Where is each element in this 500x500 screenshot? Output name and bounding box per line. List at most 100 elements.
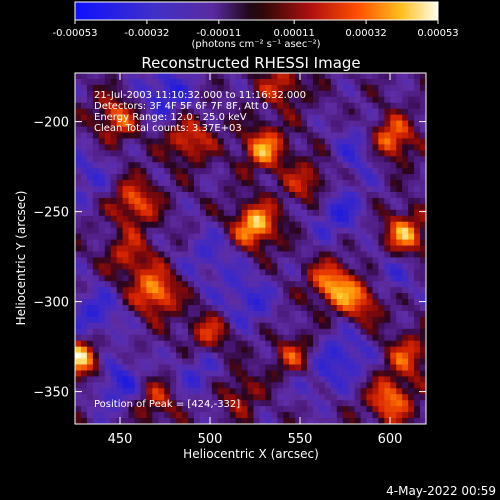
heatmap-cell [336,340,344,348]
heatmap-cell [188,144,195,151]
heatmap-cell [205,102,213,110]
heatmap-cell [283,150,290,157]
heatmap-cell [211,73,219,80]
heatmap-cell [271,239,278,246]
heatmap-cell [301,334,308,342]
heatmap-cell [176,186,183,193]
heatmap-cell [75,334,82,342]
heatmap-cell [86,394,94,401]
heatmap-cell [372,370,379,377]
heatmap-cell [104,334,112,342]
heatmap-cell [241,340,248,348]
heatmap-cell [330,299,338,306]
heatmap-cell [277,132,284,139]
heatmap-cell [390,334,397,342]
heatmap-cell [396,114,403,121]
heatmap-cell [402,239,409,246]
heatmap-cell [259,412,266,419]
heatmap-cell [98,281,106,288]
heatmap-cell [170,251,177,258]
heatmap-cell [146,310,153,318]
heatmap-cell [229,138,237,145]
heatmap-cell [301,132,308,139]
heatmap-cell [408,90,415,98]
heatmap-cell [110,90,118,98]
heatmap-cell [390,203,397,211]
heatmap-cell [247,108,254,116]
heatmap-cell [205,114,213,121]
heatmap-cell [360,180,367,187]
heatmap-cell [342,394,350,401]
heatmap-cell [134,388,141,395]
heatmap-cell [199,239,207,246]
heatmap-cell [176,305,183,312]
heatmap-cell [283,138,290,145]
heatmap-cell [158,305,165,312]
heatmap-cell [110,215,118,223]
heatmap-cell [241,388,248,395]
heatmap-cell [241,305,248,312]
heatmap-cell [152,316,159,324]
heatmap-cell [360,287,367,294]
heatmap-cell [140,120,147,127]
heatmap-cell [152,156,159,163]
heatmap-cell [116,305,123,312]
heatmap-cell [390,126,397,133]
heatmap-cell [348,275,356,282]
heatmap-cell [247,370,254,377]
heatmap-cell [170,156,177,163]
heatmap-cell [384,358,391,365]
heatmap-cell [366,406,373,413]
heatmap-cell [241,233,248,240]
heatmap-cell [86,186,94,193]
heatmap-cell [193,269,201,276]
heatmap-cell [122,108,129,116]
heatmap-cell [80,263,88,270]
heatmap-cell [360,126,367,133]
heatmap-cell [253,293,260,300]
heatmap-cell [372,316,379,324]
heatmap-cell [295,96,302,104]
heatmap-cell [110,287,118,294]
heatmap-cell [146,138,153,145]
heatmap-cell [170,263,177,270]
heatmap-cell [420,263,427,270]
heatmap-cell [128,394,135,401]
heatmap-cell [324,156,332,163]
heatmap-cell [283,96,290,104]
heatmap-cell [307,144,314,151]
heatmap-cell [110,108,118,116]
heatmap-cell [390,376,397,383]
heatmap-cell [146,388,153,395]
heatmap-cell [188,257,195,264]
heatmap-cell [205,263,213,270]
heatmap-cell [384,180,391,187]
heatmap-cell [146,269,153,276]
heatmap-cell [336,197,344,205]
heatmap-cell [414,144,421,151]
heatmap-cell [348,102,356,110]
heatmap-cell [366,96,373,104]
heatmap-cell [128,305,135,312]
heatmap-cell [402,358,409,365]
heatmap-cell [342,138,350,145]
heatmap-cell [98,376,106,383]
heatmap-cell [330,138,338,145]
heatmap-cell [128,322,135,330]
heatmap-cell [366,370,373,377]
heatmap-cell [128,227,135,235]
heatmap-cell [75,150,82,157]
heatmap-cell [366,251,373,258]
heatmap-cell [176,114,183,121]
heatmap-cell [170,108,177,116]
heatmap-cell [188,168,195,175]
heatmap-cell [116,215,123,223]
heatmap-cell [98,239,106,246]
heatmap-cell [366,203,373,211]
heatmap-cell [396,84,403,92]
heatmap-cell [396,257,403,264]
heatmap-cell [301,394,308,401]
heatmap-cell [420,120,427,127]
heatmap-cell [98,316,106,324]
heatmap-cell [402,191,409,199]
